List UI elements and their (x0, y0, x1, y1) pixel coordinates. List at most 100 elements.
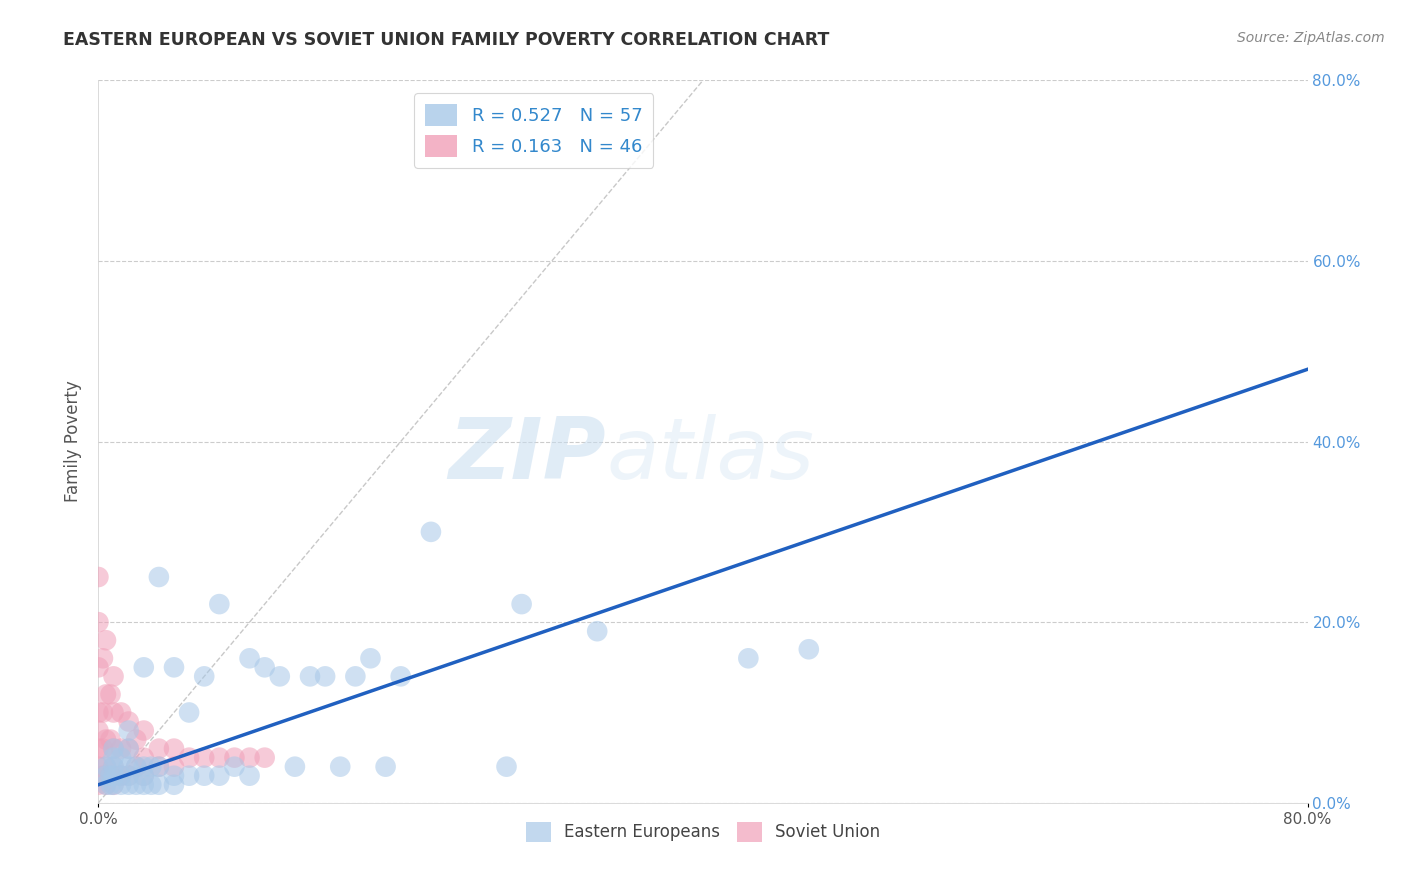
Point (103, 778, 125, 792)
Point (224, 760, 246, 774)
Point (103, 741, 125, 756)
Point (163, 778, 186, 792)
Point (495, 760, 517, 774)
Legend: Eastern Europeans, Soviet Union: Eastern Europeans, Soviet Union (519, 815, 887, 848)
Point (193, 669, 215, 683)
Point (510, 597, 533, 611)
Point (737, 651, 759, 665)
Point (314, 669, 336, 683)
Point (118, 769, 141, 783)
Point (132, 778, 155, 792)
Point (141, 760, 163, 774)
Point (87, 741, 110, 756)
Point (344, 669, 367, 683)
Point (329, 760, 352, 774)
Point (224, 750, 246, 764)
Point (132, 750, 155, 764)
Point (103, 778, 125, 792)
Point (125, 778, 148, 792)
Point (374, 760, 396, 774)
Point (103, 760, 125, 774)
Point (103, 741, 125, 756)
Point (179, 769, 201, 783)
Text: ZIP: ZIP (449, 415, 606, 498)
Point (94, 778, 117, 792)
Point (94, 778, 117, 792)
Point (110, 706, 132, 720)
Point (360, 651, 382, 665)
Point (163, 760, 186, 774)
Point (132, 660, 155, 674)
Point (125, 760, 148, 774)
Point (100, 687, 122, 701)
Point (125, 732, 148, 747)
Point (253, 660, 276, 674)
Point (91, 706, 114, 720)
Point (163, 741, 186, 756)
Point (141, 778, 163, 792)
Point (148, 760, 170, 774)
Point (208, 750, 231, 764)
Point (110, 769, 132, 783)
Point (91, 651, 114, 665)
Point (148, 741, 170, 756)
Point (94, 633, 117, 648)
Point (299, 669, 322, 683)
Point (94, 732, 117, 747)
Point (193, 750, 215, 764)
Point (118, 778, 141, 792)
Point (586, 624, 609, 639)
Point (239, 750, 262, 764)
Point (94, 687, 117, 701)
Point (103, 769, 125, 783)
Point (253, 750, 276, 764)
Point (87, 778, 110, 792)
Point (103, 750, 125, 764)
Point (103, 760, 125, 774)
Text: atlas: atlas (606, 415, 814, 498)
Point (269, 669, 291, 683)
Point (420, 524, 443, 539)
Point (132, 769, 155, 783)
Point (118, 760, 141, 774)
Point (118, 723, 141, 738)
Point (94, 760, 117, 774)
Point (91, 769, 114, 783)
Point (239, 769, 262, 783)
Point (87, 706, 110, 720)
Point (163, 660, 186, 674)
Point (239, 651, 262, 665)
Point (94, 769, 117, 783)
Point (208, 769, 231, 783)
Text: Source: ZipAtlas.com: Source: ZipAtlas.com (1237, 31, 1385, 45)
Point (110, 769, 132, 783)
Point (100, 769, 122, 783)
Point (110, 741, 132, 756)
Point (389, 669, 412, 683)
Point (193, 769, 215, 783)
Point (284, 760, 307, 774)
Point (118, 741, 141, 756)
Point (163, 769, 186, 783)
Point (148, 570, 170, 584)
Point (118, 714, 141, 729)
Point (148, 760, 170, 774)
Point (87, 570, 110, 584)
Point (100, 778, 122, 792)
Point (103, 669, 125, 683)
Point (132, 760, 155, 774)
Point (118, 741, 141, 756)
Point (110, 778, 132, 792)
Text: EASTERN EUROPEAN VS SOVIET UNION FAMILY POVERTY CORRELATION CHART: EASTERN EUROPEAN VS SOVIET UNION FAMILY … (63, 31, 830, 49)
Point (87, 723, 110, 738)
Point (797, 642, 820, 657)
Y-axis label: Family Poverty: Family Poverty (65, 381, 83, 502)
Point (110, 750, 132, 764)
Point (94, 760, 117, 774)
Point (87, 660, 110, 674)
Point (148, 778, 170, 792)
Point (208, 597, 231, 611)
Point (100, 769, 122, 783)
Point (103, 706, 125, 720)
Point (125, 760, 148, 774)
